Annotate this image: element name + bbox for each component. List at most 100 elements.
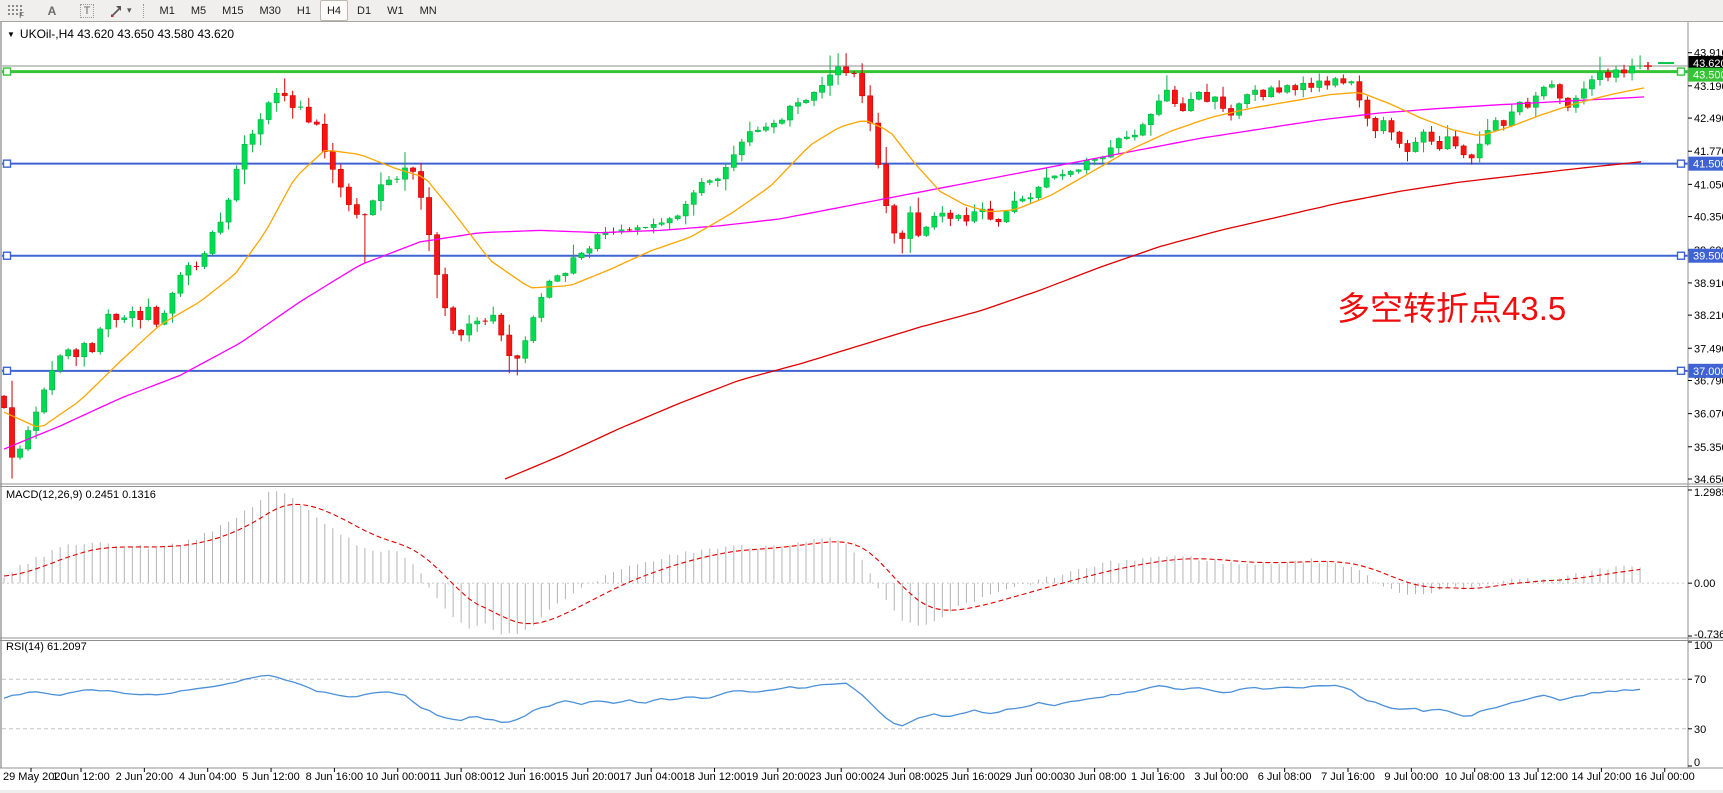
level-handle-43.500-right[interactable] [1676, 67, 1686, 76]
svg-text:7 Jul 16:00: 7 Jul 16:00 [1321, 771, 1375, 783]
current-price-box [1688, 56, 1723, 70]
chart-window-title: ▼ UKOil-,H4 43.620 43.650 43.580 43.620 [7, 27, 234, 41]
svg-text:29 Jun 00:00: 29 Jun 00:00 [999, 771, 1063, 783]
macd-histogram [3, 491, 1641, 635]
ma-fast-orange-line [3, 87, 1645, 428]
rsi-indicator-label: RSI(14) 61.2097 [6, 641, 87, 653]
chevron-down-icon: ▾ [127, 5, 132, 15]
level-handle-37.000-left[interactable] [2, 366, 12, 376]
chart-canvas[interactable]: 43.91043.19042.49041.77041.05040.35039.6… [0, 22, 1723, 793]
level-handle-41.500-left[interactable] [2, 159, 12, 168]
svg-text:14 Jul 20:00: 14 Jul 20:00 [1571, 771, 1631, 783]
svg-text:36.790: 36.790 [1694, 375, 1723, 387]
grid-icon: F [8, 4, 24, 20]
svg-text:30: 30 [1694, 724, 1706, 736]
svg-text:0.00: 0.00 [1694, 578, 1715, 590]
timeframe-group: M1 M5 M15 M30 H1 H4 D1 W1 MN [152, 0, 445, 21]
panel-frame [0, 22, 1723, 793]
timeframe-button-M30[interactable]: M30 [259, 4, 281, 17]
svg-text:5 Jun 12:00: 5 Jun 12:00 [242, 771, 300, 783]
timeframe-button-W1[interactable]: W1 [387, 4, 404, 17]
svg-text:17 Jun 04:00: 17 Jun 04:00 [619, 771, 683, 783]
svg-text:2 Jun 20:00: 2 Jun 20:00 [116, 771, 174, 783]
svg-text:13 Jul 12:00: 13 Jul 12:00 [1508, 771, 1568, 783]
svg-text:100: 100 [1694, 640, 1712, 652]
level-handle-39.500-right[interactable] [1676, 251, 1686, 260]
timeframe-button-H1[interactable]: H1 [296, 4, 311, 17]
rsi-line [3, 674, 1641, 727]
svg-text:1.2985: 1.2985 [1694, 487, 1723, 499]
svg-text:23 Jun 00:00: 23 Jun 00:00 [809, 771, 873, 783]
timeframe-button-MN[interactable]: MN [419, 4, 437, 17]
level-price-box [1688, 248, 1723, 263]
snap-grid-tool-button[interactable]: F [4, 1, 26, 21]
svg-text:39.500: 39.500 [1693, 251, 1723, 263]
level-price-box [1688, 67, 1723, 82]
timeframe-button-D1[interactable]: D1 [357, 4, 372, 17]
chart-annotation-text: 多空转折点43.5 [1337, 290, 1567, 327]
arrows-tool-button[interactable]: ▾ [109, 1, 133, 21]
price-axis[interactable]: 43.91043.19042.49041.77041.05040.35039.6… [1688, 48, 1723, 486]
svg-text:18 Jun 12:00: 18 Jun 12:00 [683, 771, 747, 783]
price-markers [1644, 62, 1674, 71]
svg-text:70: 70 [1694, 674, 1706, 686]
svg-text:29 May 2020: 29 May 2020 [3, 771, 67, 783]
svg-text:36.070: 36.070 [1694, 409, 1723, 421]
label-a-icon: A [47, 3, 57, 18]
toolbar-grip [142, 3, 145, 18]
level-handle-41.500-right[interactable] [1676, 159, 1686, 168]
arrows-icon [111, 5, 121, 17]
timeframe-button-H4[interactable]: H4 [319, 0, 349, 21]
svg-text:38.210: 38.210 [1694, 310, 1723, 322]
macd-indicator-label: MACD(12,26,9) 0.2451 0.1316 [6, 489, 156, 501]
text-tool-button[interactable]: T [76, 1, 98, 21]
svg-text:41.500: 41.500 [1693, 159, 1723, 171]
svg-text:0: 0 [1694, 757, 1700, 769]
price-candles [1, 53, 1643, 479]
svg-text:34.650: 34.650 [1694, 474, 1723, 486]
level-handle-43.500-left[interactable] [2, 67, 12, 76]
svg-text:42.490: 42.490 [1694, 113, 1723, 125]
svg-text:15 Jun 20:00: 15 Jun 20:00 [556, 771, 620, 783]
svg-text:43.620: 43.620 [1693, 58, 1723, 70]
symbol-dropdown-icon[interactable]: ▼ [7, 30, 15, 39]
label-tool-button[interactable]: A [41, 1, 63, 21]
macd-signal-line [3, 503, 1641, 625]
svg-text:19 Jun 20:00: 19 Jun 20:00 [746, 771, 810, 783]
grid-f-label: F [19, 10, 24, 20]
svg-text:43.190: 43.190 [1694, 81, 1723, 93]
svg-text:35.350: 35.350 [1694, 442, 1723, 454]
svg-text:-0.7362: -0.7362 [1694, 629, 1723, 641]
timeframe-button-M1[interactable]: M1 [159, 4, 175, 17]
level-handle-37.000-right[interactable] [1676, 366, 1686, 376]
svg-text:11 Jun 08:00: 11 Jun 08:00 [430, 771, 493, 783]
rsi-axis[interactable]: 100 70 30 0 [1688, 640, 1712, 769]
svg-text:37.000: 37.000 [1693, 366, 1723, 378]
timeframe-button-M15[interactable]: M15 [222, 4, 244, 17]
ma-slow-red-line [504, 161, 1642, 480]
level-price-box [1688, 156, 1723, 171]
level-price-box [1688, 363, 1723, 378]
svg-text:6 Jul 08:00: 6 Jul 08:00 [1258, 771, 1312, 783]
timeframe-button-M5[interactable]: M5 [190, 4, 207, 17]
svg-text:24 Jun 08:00: 24 Jun 08:00 [873, 771, 937, 783]
svg-text:10 Jul 08:00: 10 Jul 08:00 [1445, 771, 1505, 783]
svg-text:16 Jul 00:00: 16 Jul 00:00 [1635, 771, 1695, 783]
text-t-icon: T [79, 3, 95, 18]
svg-text:8 Jun 16:00: 8 Jun 16:00 [306, 771, 364, 783]
svg-text:1 Jun 12:00: 1 Jun 12:00 [52, 771, 110, 783]
svg-text:38.910: 38.910 [1694, 278, 1723, 290]
svg-text:9 Jul 00:00: 9 Jul 00:00 [1384, 771, 1438, 783]
svg-text:41.050: 41.050 [1694, 179, 1723, 191]
svg-text:30 Jun 08:00: 30 Jun 08:00 [1063, 771, 1127, 783]
svg-text:12 Jun 16:00: 12 Jun 16:00 [493, 771, 557, 783]
svg-text:25 Jun 16:00: 25 Jun 16:00 [936, 771, 1000, 783]
svg-text:10 Jun 00:00: 10 Jun 00:00 [366, 771, 430, 783]
symbol-ohlc-text: UKOil-,H4 43.620 43.650 43.580 43.620 [19, 27, 235, 41]
level-handle-39.500-left[interactable] [2, 251, 12, 260]
macd-axis[interactable]: 1.2985 0.00 -0.7362 [1688, 487, 1723, 641]
svg-text:37.490: 37.490 [1694, 343, 1723, 355]
